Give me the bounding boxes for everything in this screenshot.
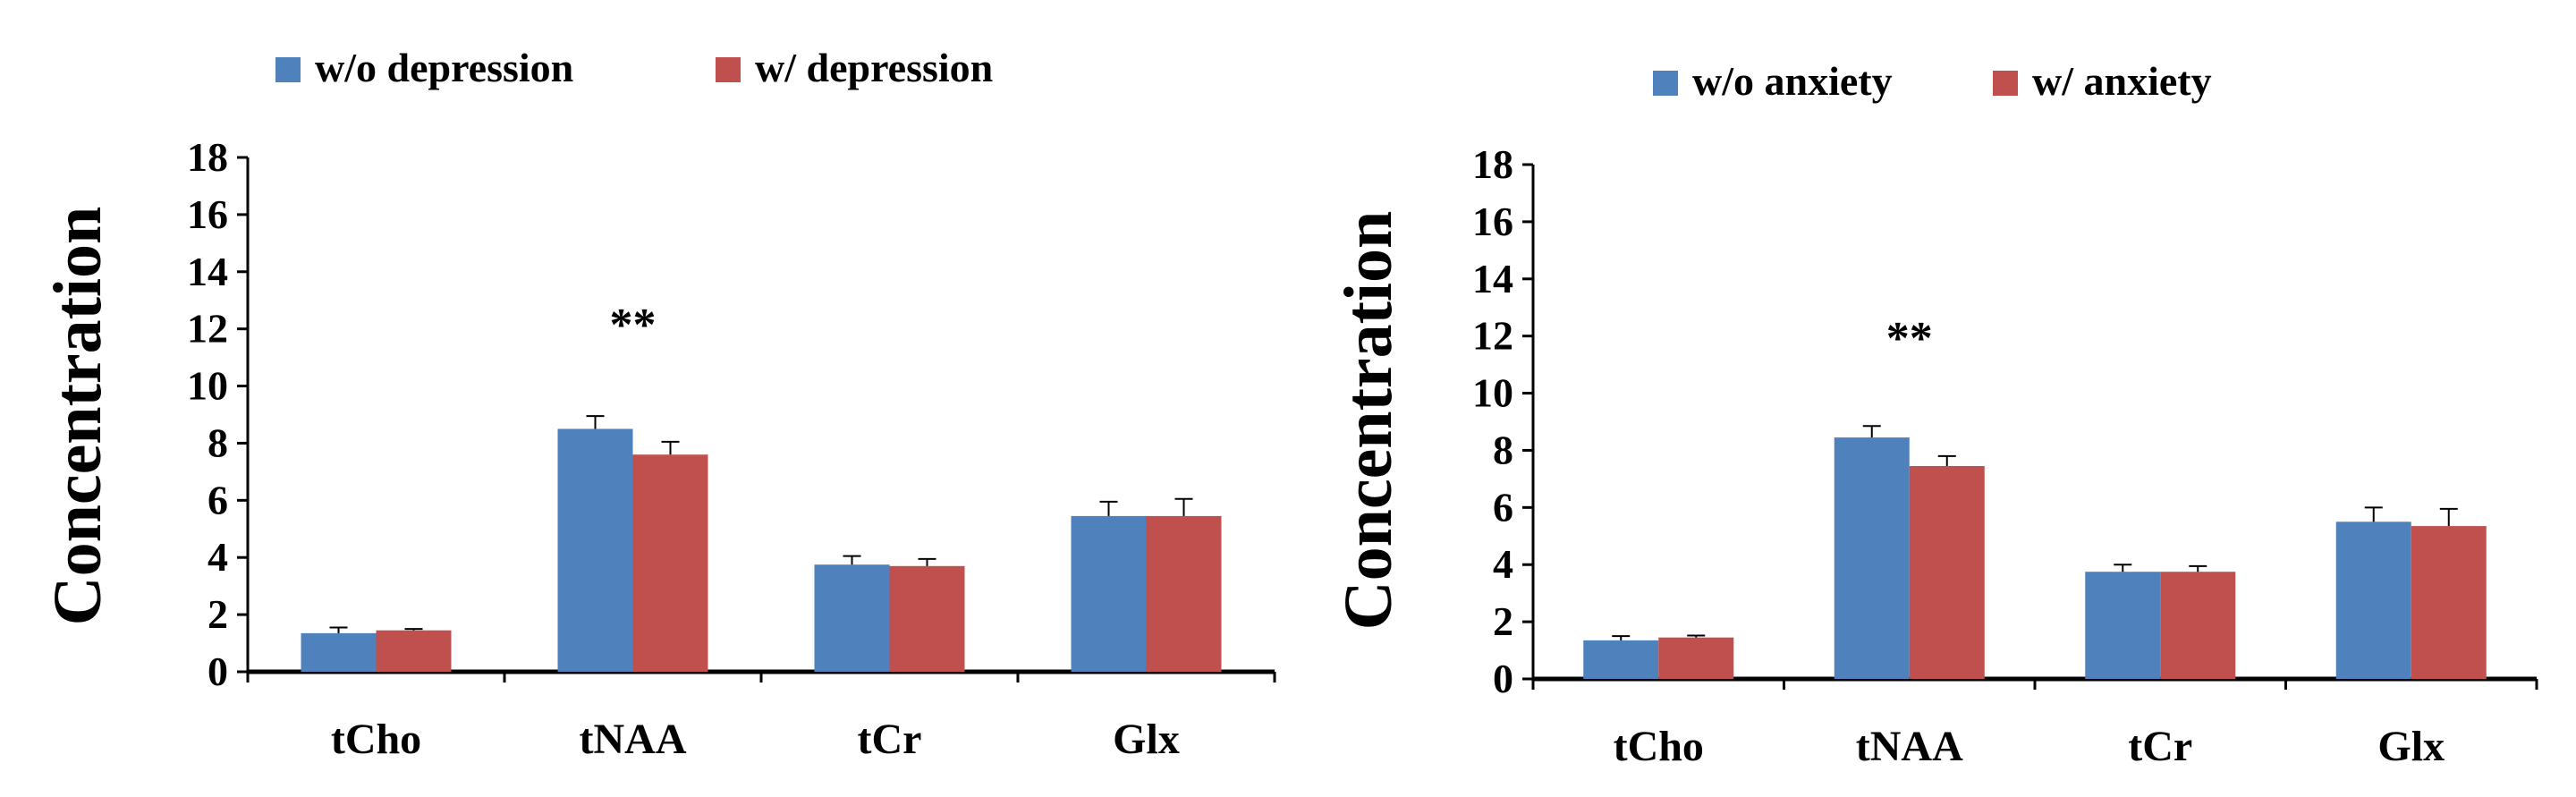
x-tick-label: Glx [2377,723,2445,770]
y-tick-label: 8 [208,420,228,465]
y-axis-title: Concentration [40,207,115,626]
y-tick-label: 14 [187,249,228,294]
legend-swatch-2 [716,57,741,82]
significance-marker: ** [1886,313,1933,364]
bar-s1-Glx [1071,515,1147,672]
x-tick-label: tNAA [580,716,687,763]
bar-s1-tCho [1583,640,1659,679]
bar-s1-tNAA [557,428,633,672]
y-tick-label: 4 [1493,541,1513,587]
bar-s2-tCho [376,630,452,672]
y-tick-label: 2 [208,591,228,637]
y-tick-label: 4 [208,534,228,580]
bar-s1-tNAA [1834,437,1910,679]
y-axis-title: Concentration [1331,211,1406,631]
bar-s1-tCr [814,564,890,672]
x-tick-label: tCr [858,716,922,763]
y-tick-label: 6 [208,477,228,522]
legend-label-1: w/o depression [315,45,573,90]
bar-s2-tNAA [1909,466,1985,679]
bar-s2-tCr [2160,572,2236,679]
legend-swatch-1 [275,57,301,82]
bar-s2-Glx [1146,515,1222,672]
y-tick-label: 0 [208,649,228,694]
y-tick-label: 16 [1472,199,1513,244]
bar-s2-Glx [2411,526,2487,679]
bar-s1-Glx [2335,521,2411,679]
bar-s2-tNAA [632,454,708,672]
bar-s2-tCho [1658,637,1734,679]
y-tick-label: 18 [1472,141,1513,187]
y-tick-label: 0 [1493,656,1513,701]
legend-swatch-1 [1653,71,1678,96]
bar-s2-tCr [889,565,965,672]
y-tick-label: 10 [1472,370,1513,416]
x-tick-label: tCho [331,716,421,763]
x-tick-label: tCr [2128,723,2192,770]
bar-s1-tCho [301,632,377,672]
chart-panel-2: w/o anxiety w/ anxiety 0 2 4 6 8 10 12 14 16 18 Conc… [1331,58,2538,770]
y-tick-label: 12 [1472,313,1513,359]
y-tick-label: 10 [187,363,228,409]
chart-panel-1: w/o depression w/ depression 0 2 4 6 8 10 12 14 16… [40,45,1276,763]
bar-s1-tCr [2085,572,2161,679]
y-tick-label: 8 [1493,427,1513,472]
y-tick-label: 12 [187,306,228,352]
legend-label-1: w/o anxiety [1692,58,1893,104]
y-tick-label: 14 [1472,256,1513,301]
legend-label-2: w/ anxiety [2032,58,2212,104]
y-tick-label: 6 [1493,484,1513,530]
x-tick-label: tNAA [1856,723,1963,770]
y-tick-label: 2 [1493,598,1513,644]
x-tick-label: tCho [1614,723,1704,770]
significance-marker: ** [610,300,657,351]
legend-label-2: w/ depression [755,45,993,90]
y-tick-label: 16 [187,191,228,237]
x-tick-label: Glx [1113,716,1180,763]
y-tick-label: 18 [187,134,228,180]
legend-swatch-2 [1993,71,2018,96]
